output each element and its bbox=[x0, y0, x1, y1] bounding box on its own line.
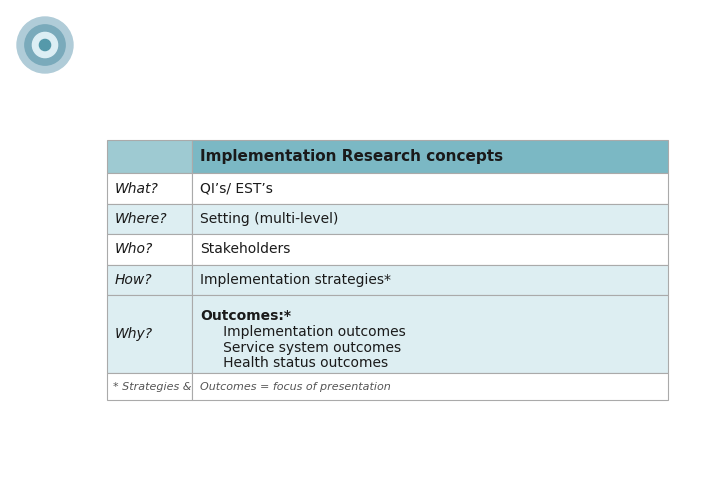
Text: Where?: Where? bbox=[115, 212, 168, 226]
Bar bbox=[107, 295, 192, 373]
Text: How?: How? bbox=[115, 273, 153, 287]
Text: Outcomes:*: Outcomes:* bbox=[200, 309, 291, 323]
Text: Stakeholders: Stakeholders bbox=[200, 242, 290, 257]
Text: What?: What? bbox=[115, 181, 159, 196]
Circle shape bbox=[32, 32, 58, 57]
Text: Setting (multi-level): Setting (multi-level) bbox=[200, 212, 338, 226]
Text: Implementation outcomes: Implementation outcomes bbox=[210, 325, 406, 339]
Bar bbox=[192, 173, 668, 204]
Bar bbox=[192, 373, 668, 400]
Bar bbox=[107, 265, 192, 295]
Circle shape bbox=[40, 39, 50, 50]
Text: Why?: Why? bbox=[115, 327, 153, 341]
Text: QI’s/ EST’s: QI’s/ EST’s bbox=[200, 181, 273, 196]
Bar bbox=[192, 265, 668, 295]
Bar bbox=[192, 140, 668, 173]
Bar bbox=[107, 373, 192, 400]
Bar bbox=[192, 234, 668, 265]
Text: Who?: Who? bbox=[115, 242, 153, 257]
Text: Implementation strategies*: Implementation strategies* bbox=[200, 273, 391, 287]
Circle shape bbox=[24, 25, 65, 65]
Circle shape bbox=[17, 17, 73, 73]
Text: Health status outcomes: Health status outcomes bbox=[210, 356, 388, 370]
Text: * Strategies &: * Strategies & bbox=[113, 382, 192, 392]
Bar bbox=[107, 204, 192, 234]
Text: Key components for focus in IR: Key components for focus in IR bbox=[85, 31, 572, 59]
Text: Service system outcomes: Service system outcomes bbox=[210, 341, 401, 355]
Bar bbox=[107, 173, 192, 204]
Bar bbox=[192, 204, 668, 234]
Bar bbox=[107, 234, 192, 265]
Bar bbox=[192, 295, 668, 373]
Text: Implementation Research concepts: Implementation Research concepts bbox=[200, 149, 503, 164]
Bar bbox=[107, 140, 192, 173]
Text: Outcomes = focus of presentation: Outcomes = focus of presentation bbox=[200, 382, 391, 392]
